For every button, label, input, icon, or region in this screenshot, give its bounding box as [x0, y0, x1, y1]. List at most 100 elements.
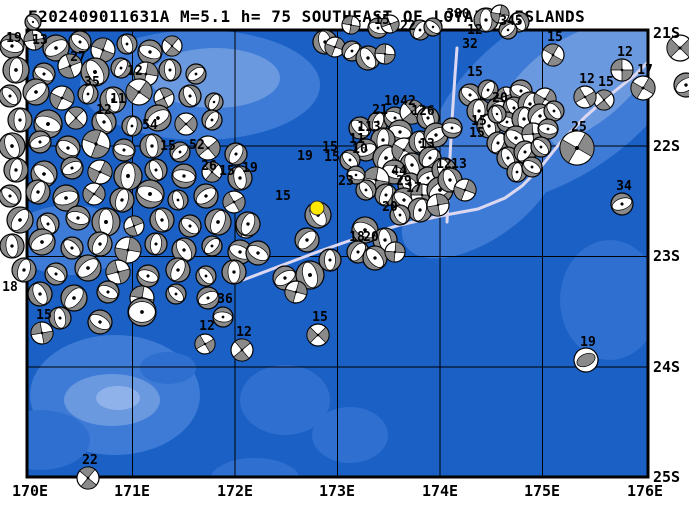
beachball-axis-dot — [216, 220, 220, 224]
beachball-axis-dot — [120, 198, 124, 202]
beachball-axis-dot — [18, 118, 22, 122]
beachball-axis-dot — [506, 156, 510, 160]
beachball — [2, 56, 30, 84]
lon-tick-label: 173E — [319, 482, 355, 500]
beachball-axis-dot — [448, 178, 452, 182]
bathymetry-patch — [27, 410, 90, 470]
depth-label: 15 — [467, 65, 483, 80]
beachball-quadrant — [410, 183, 423, 196]
beachball-axis-dot — [42, 72, 46, 76]
beachball-axis-dot — [86, 266, 90, 270]
beachball — [125, 78, 153, 106]
beachball — [374, 43, 396, 65]
beachball-quadrant — [621, 69, 634, 82]
beachball-axis-dot — [8, 94, 12, 98]
beachball — [171, 163, 197, 189]
beachball-axis-dot — [383, 52, 387, 56]
beachball-axis-dot — [210, 118, 214, 122]
beachball-axis-dot — [418, 28, 422, 32]
beachball-quadrant — [174, 115, 187, 133]
beachball — [384, 241, 406, 263]
beachball-axis-dot — [178, 150, 182, 154]
beachball — [113, 161, 143, 191]
beachball — [487, 104, 507, 124]
beachball-quadrant — [595, 99, 611, 111]
beachball — [235, 211, 261, 237]
depth-label: 23 — [338, 174, 354, 189]
beachball-quadrant — [165, 45, 181, 57]
beachball-axis-dot — [111, 98, 115, 102]
beachball-axis-dot — [98, 170, 102, 174]
beachball-quadrant — [435, 193, 450, 206]
beachball-axis-dot — [620, 68, 624, 72]
depth-label: 12 — [467, 23, 483, 38]
beachball — [55, 135, 81, 161]
beachball-axis-dot — [184, 122, 188, 126]
beachball-quadrant — [521, 122, 534, 136]
beachball-axis-dot — [539, 145, 543, 149]
map-frame — [25, 28, 650, 479]
depth-label: 15 — [471, 114, 487, 129]
beachball-axis-dot — [383, 238, 387, 242]
beachball — [105, 259, 131, 285]
beachball-axis-dot — [150, 144, 154, 148]
beachball-axis-dot — [18, 218, 22, 222]
beachball-quadrant — [341, 15, 353, 26]
depth-label: 20 — [492, 91, 508, 106]
beachball-quadrant — [203, 161, 219, 173]
epicenter-marker — [309, 200, 325, 216]
depth-label: 12 — [617, 45, 633, 60]
beachball-axis-dot — [140, 310, 144, 314]
beachball-axis-dot — [426, 116, 430, 120]
beachball-axis-dot — [168, 68, 172, 72]
depth-label: 10 — [384, 94, 400, 109]
beachball — [167, 189, 189, 211]
beachball-quadrant — [630, 81, 644, 99]
beachball-axis-dot — [40, 331, 44, 335]
depth-label: 15 — [324, 150, 340, 165]
beachball-quadrant — [205, 171, 221, 183]
beachball-axis-dot — [393, 116, 397, 120]
beachball — [245, 240, 271, 266]
axis-labels: 170E 171E 172E 173E 174E 175E 176E 21S 22S 23S 24S… — [12, 24, 680, 500]
beachball-axis-dot — [60, 96, 64, 100]
beachball-quadrant — [284, 288, 297, 304]
beachball-quadrant — [195, 138, 209, 157]
beachball — [42, 34, 70, 62]
beachball-axis-dot — [212, 100, 216, 104]
beachball — [48, 306, 72, 330]
beachball — [541, 43, 565, 67]
beachball-axis-dot — [162, 96, 166, 100]
beachball — [204, 208, 232, 236]
beachball — [178, 84, 202, 108]
depth-label: 42 — [400, 94, 416, 109]
beachball-axis-dot — [34, 90, 38, 94]
beachball — [193, 183, 219, 209]
beachball-axis-dot — [283, 276, 287, 280]
beachball — [389, 204, 411, 226]
beachball-axis-dot — [10, 44, 14, 48]
depth-label: 126 — [411, 104, 435, 119]
beachball — [144, 104, 172, 132]
beachball-quadrant — [127, 236, 142, 253]
depth-label: 44 — [391, 164, 407, 179]
beachball — [593, 89, 615, 111]
beachball-axis-dot — [232, 200, 236, 204]
beachball-quadrant — [65, 53, 82, 67]
beachball-quadrant — [117, 268, 131, 285]
beachball — [30, 321, 54, 345]
depth-label: 19 — [297, 149, 313, 164]
beachball-axis-dot — [546, 127, 550, 131]
beachball — [28, 228, 56, 256]
beachball-quadrant — [185, 115, 198, 133]
beachball — [0, 84, 22, 108]
beachball-axis-dot — [86, 476, 90, 480]
depth-label: 15 — [36, 308, 52, 323]
beachball-axis-dot — [102, 120, 106, 124]
beachball — [490, 4, 510, 24]
beachball — [374, 183, 398, 207]
beachball — [295, 260, 325, 290]
beachball — [65, 205, 91, 231]
beachball — [149, 207, 175, 233]
beachball — [0, 233, 25, 259]
